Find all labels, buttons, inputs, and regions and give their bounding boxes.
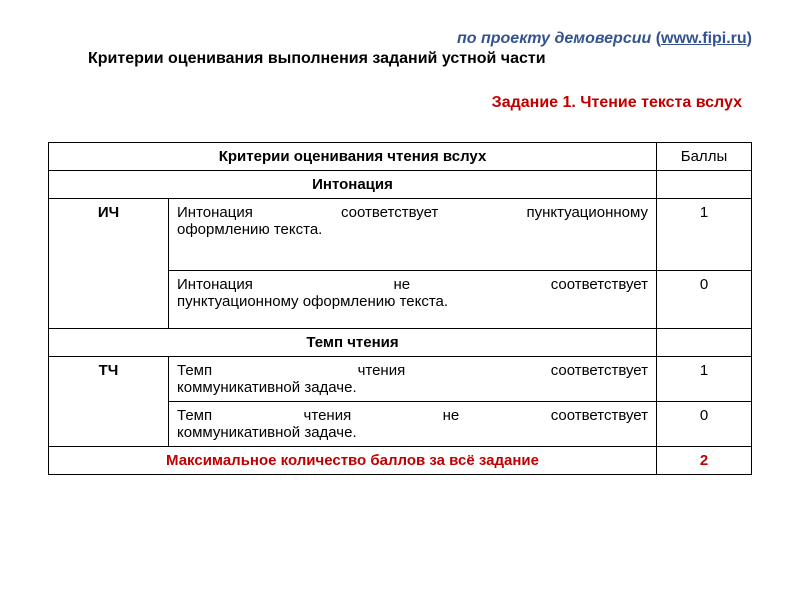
row-code-tch: ТЧ <box>49 357 169 447</box>
total-label: Максимальное количество баллов за всё за… <box>49 447 657 475</box>
row1-desc: Интонация соответствует пунктуационному … <box>169 199 657 271</box>
total-row: Максимальное количество баллов за всё за… <box>49 447 752 475</box>
table-row: ИЧ Интонация соответствует пунктуационно… <box>49 199 752 271</box>
header-source: по проекту демоверсии (www.fipi.ru) <box>48 30 752 48</box>
task-title: Задание 1. Чтение текста вслух <box>48 94 752 112</box>
table-row: ТЧ Темп чтения соответствует коммуникати… <box>49 357 752 402</box>
row2-score: 0 <box>657 271 752 329</box>
table-header-row: Критерии оценивания чтения вслух Баллы <box>49 143 752 171</box>
row4-desc: Темп чтения не соответствует коммуникати… <box>169 402 657 447</box>
section1-label: Интонация <box>49 171 657 199</box>
row2-desc: Интонация не соответствует пунктуационно… <box>169 271 657 329</box>
header-criteria: Критерии оценивания чтения вслух <box>49 143 657 171</box>
section-tempo: Темп чтения <box>49 329 752 357</box>
header-score: Баллы <box>657 143 752 171</box>
section2-label: Темп чтения <box>49 329 657 357</box>
row3-score: 1 <box>657 357 752 402</box>
row4-score: 0 <box>657 402 752 447</box>
section-intonation: Интонация <box>49 171 752 199</box>
fipi-link[interactable]: www.fipi.ru <box>661 30 747 47</box>
header-prefix: по проекту демоверсии <box>457 30 651 47</box>
header-subtitle: Критерии оценивания выполнения заданий у… <box>48 50 752 68</box>
total-score: 2 <box>657 447 752 475</box>
row3-desc: Темп чтения соответствует коммуникативно… <box>169 357 657 402</box>
criteria-table: Критерии оценивания чтения вслух Баллы И… <box>48 142 752 475</box>
row1-score: 1 <box>657 199 752 271</box>
row-code-ich: ИЧ <box>49 199 169 329</box>
